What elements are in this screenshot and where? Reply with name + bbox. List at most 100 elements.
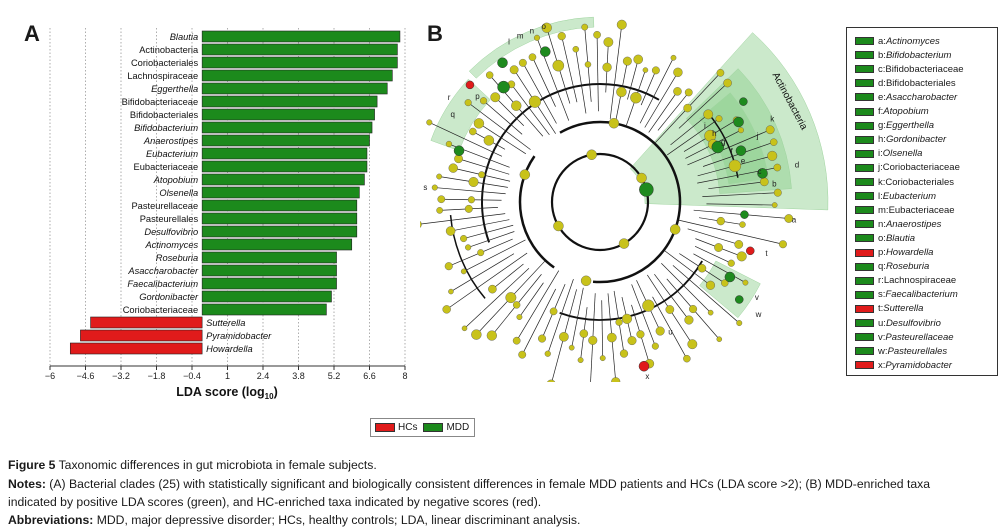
node <box>773 188 782 197</box>
enriched-node-mdd <box>735 295 744 304</box>
legend-key: i: <box>878 148 883 160</box>
node <box>703 109 714 120</box>
node <box>705 280 716 290</box>
legend-swatch <box>855 178 874 186</box>
branch <box>654 273 690 321</box>
node <box>445 226 456 236</box>
notes-text-2: indicated by positive LDA scores (green)… <box>8 495 542 509</box>
legend-swatch <box>855 149 874 158</box>
clade-label: j <box>756 131 759 140</box>
branch <box>648 91 678 133</box>
bar-bifidobacteriales <box>201 108 375 121</box>
legend-swatch <box>855 234 874 243</box>
enriched-node-hc <box>638 360 650 372</box>
node <box>759 177 769 187</box>
group-legend: HCs MDD <box>370 418 475 437</box>
x-tick-label: −0.4 <box>183 371 201 381</box>
legend-name: Bifidobacterium <box>885 49 952 61</box>
branch <box>450 219 510 232</box>
legend-key: r: <box>878 275 884 287</box>
clade-label: a <box>792 215 797 224</box>
legend-name: Pasteurellales <box>887 345 948 357</box>
node <box>784 214 794 223</box>
legend-name: Gordonibacter <box>885 134 947 146</box>
node <box>737 127 744 134</box>
legend-key: t: <box>878 303 884 315</box>
node <box>771 202 778 208</box>
legend-key: w: <box>878 345 888 357</box>
figure-notes-line2: indicated by positive LDA scores (green)… <box>8 494 541 511</box>
enriched-node-mdd <box>540 46 551 57</box>
legend-item: f: Atopobium <box>855 106 929 118</box>
branch <box>522 62 557 124</box>
node <box>581 23 589 31</box>
node <box>528 95 541 108</box>
bar-eubacteriaceae <box>201 160 368 173</box>
branch <box>631 284 656 347</box>
notes-label: Notes: <box>8 477 46 491</box>
bar-sutterella <box>90 316 203 329</box>
inner-ring <box>550 152 650 252</box>
node <box>739 221 746 228</box>
node <box>442 305 451 314</box>
node <box>618 238 630 249</box>
bar-label: Bifidobacteriales <box>130 110 199 120</box>
legend-swatch <box>855 121 874 130</box>
bar-label: Anaerostipes <box>143 136 199 146</box>
legend-swatch <box>855 361 874 370</box>
node <box>431 184 438 191</box>
node <box>519 169 531 180</box>
node <box>608 118 620 129</box>
bar-eubacterium <box>201 147 368 160</box>
legend-name: Desulfovibrio <box>885 317 941 329</box>
legend-item: b: Bifidobacterium <box>855 49 951 61</box>
clade-label: t <box>765 249 768 258</box>
bar-coriobacteriales <box>201 56 398 69</box>
node <box>683 354 691 363</box>
bar-pasteurellaceae <box>201 199 358 212</box>
clade-shade-pasteurellales <box>699 260 761 319</box>
clade-label: m <box>517 31 524 40</box>
clade-label: k <box>770 115 775 124</box>
legend-swatch <box>855 93 874 102</box>
legend-key: n: <box>878 218 886 230</box>
branch <box>687 228 739 245</box>
enriched-node-mdd <box>740 210 749 219</box>
legend-item: m: Eubacteriaceae <box>855 204 955 216</box>
branch <box>601 300 604 359</box>
node <box>518 58 527 67</box>
legend-swatch <box>855 135 874 144</box>
node <box>716 69 725 77</box>
branch <box>687 129 771 166</box>
branch <box>467 102 531 150</box>
legend-name: Blautia <box>885 232 915 244</box>
bar-label: Faecalibacterium <box>127 279 198 289</box>
bar-label: Pasteurellaceae <box>131 201 198 211</box>
bar-label: Bifidobacterium <box>134 123 198 133</box>
legend-key: u: <box>878 317 886 329</box>
clade-label: h <box>712 129 716 138</box>
node <box>636 172 647 184</box>
legend-swatch <box>855 163 874 172</box>
node <box>633 54 643 65</box>
legend-item: l: Eubacterium <box>855 190 936 202</box>
bar-label: Bifidobacteriaceae <box>122 97 199 107</box>
branch <box>694 246 732 264</box>
node <box>544 350 551 357</box>
branch <box>561 36 578 103</box>
branch <box>420 213 506 225</box>
notes-text-1: (A) Bacterial clades (25) with statistic… <box>45 477 930 491</box>
node <box>736 320 743 327</box>
node <box>697 264 707 273</box>
legend-swatch <box>855 304 874 313</box>
bar-label: Eubacteriaceae <box>134 162 199 172</box>
node <box>715 115 723 123</box>
bar-label: Howardella <box>206 344 253 354</box>
node <box>721 279 729 287</box>
branch <box>532 57 556 107</box>
legend-swatch <box>855 248 874 257</box>
branch <box>644 72 679 128</box>
abbrev-text: MDD, major depressive disorder; HCs, hea… <box>93 513 581 527</box>
bar-bifidobacterium <box>201 121 373 134</box>
node <box>651 66 660 75</box>
